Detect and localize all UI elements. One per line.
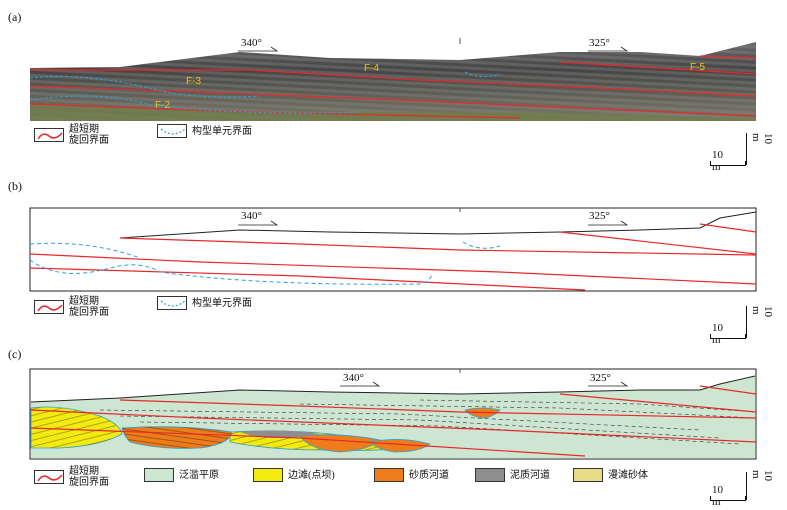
panel-a-label: (a): [8, 10, 22, 24]
point-bar-lamination: [31, 407, 122, 448]
panel-b-label: (b): [8, 179, 22, 193]
sandy-channel-3: [369, 439, 431, 453]
legend-b-red-line2: 旋回界面: [69, 307, 109, 318]
outcrop-bedding: [30, 42, 756, 121]
legend-b-red-line1: 超短期: [69, 296, 99, 307]
blue-dashed-swatch-b: [157, 296, 187, 310]
legend-red-line2: 旋回界面: [69, 135, 109, 146]
blue-boundaries-a: [29, 71, 501, 114]
red-boundaries-c: [30, 385, 757, 457]
red-cycle-swatch-b: [34, 300, 64, 314]
legend-splay-label: 漫滩砂体: [608, 469, 648, 481]
direction-arrows-c: [340, 381, 629, 387]
blue-dashed-swatch: [157, 124, 187, 138]
direction-label-left-c: 340°: [343, 372, 364, 384]
fault-label-f2: F-2: [155, 100, 170, 111]
direction-label-right-a: 325°: [589, 37, 610, 49]
scale-b-horizontal: 10 m: [712, 322, 723, 346]
direction-label-left-a: 340°: [241, 37, 262, 49]
muddy-channel-swatch: [475, 468, 505, 482]
scale-b-vertical: 10 m: [750, 306, 774, 317]
legend-muddy-channel: 泥质河道: [475, 468, 550, 482]
scale-c-vertical: 10 m: [750, 470, 774, 481]
legend-b-blue-label: 构型单元界面: [192, 297, 252, 309]
legend-red-line1: 超短期: [69, 124, 99, 135]
direction-label-right-c: 325°: [590, 372, 611, 384]
legend-point-bar-label: 边滩(点坝): [288, 469, 335, 481]
legend-muddy-channel-label: 泥质河道: [510, 469, 550, 481]
scale-a-vertical: 10 m: [750, 133, 774, 144]
internal-dashed-lines: [99, 399, 757, 445]
panel-b-diagram: [29, 207, 757, 292]
direction-arrows-a: [238, 46, 629, 52]
legend-a-red: 超短期 旋回界面: [34, 124, 109, 146]
panel-c-label: (c): [8, 347, 22, 361]
direction-arrows-b: [238, 220, 629, 226]
point-bar-swatch: [253, 468, 283, 482]
legend-blue-label: 构型单元界面: [192, 125, 252, 137]
legend-floodplain-label: 泛滥平原: [179, 469, 219, 481]
legend-c-red-line1: 超短期: [69, 466, 99, 477]
panel-c-diagram: [29, 368, 757, 460]
scale-c-horizontal: 10 m: [712, 484, 723, 508]
legend-sandy-channel: 砂质河道: [374, 468, 449, 482]
fault-label-f3: F-3: [186, 76, 201, 87]
blue-boundaries-b: [29, 241, 501, 285]
legend-a-blue: 构型单元界面: [157, 124, 252, 138]
scale-a-horizontal: 10 m: [712, 149, 723, 173]
direction-label-left-b: 340°: [241, 210, 262, 222]
red-boundaries-b: [29, 223, 757, 291]
splay-swatch: [573, 468, 603, 482]
sandy-channel-swatch: [374, 468, 404, 482]
legend-b-red: 超短期 旋回界面: [34, 296, 109, 318]
legend-c-red: 超短期 旋回界面: [34, 466, 109, 488]
legend-b-blue: 构型单元界面: [157, 296, 252, 310]
panel-a-photo: [29, 38, 757, 121]
floodplain-swatch: [144, 468, 174, 482]
fault-label-f4: F-4: [364, 63, 379, 74]
legend-floodplain: 泛滥平原: [144, 468, 219, 482]
vegetation: [30, 104, 756, 121]
legend-splay: 漫滩砂体: [573, 468, 648, 482]
red-cycle-swatch-c: [34, 470, 64, 484]
legend-c-red-line2: 旋回界面: [69, 477, 109, 488]
fault-label-f5: F-5: [690, 62, 705, 73]
legend-point-bar: 边滩(点坝): [253, 468, 335, 482]
red-cycle-swatch: [34, 128, 64, 142]
direction-label-right-b: 325°: [589, 210, 610, 222]
legend-sandy-channel-label: 砂质河道: [409, 469, 449, 481]
